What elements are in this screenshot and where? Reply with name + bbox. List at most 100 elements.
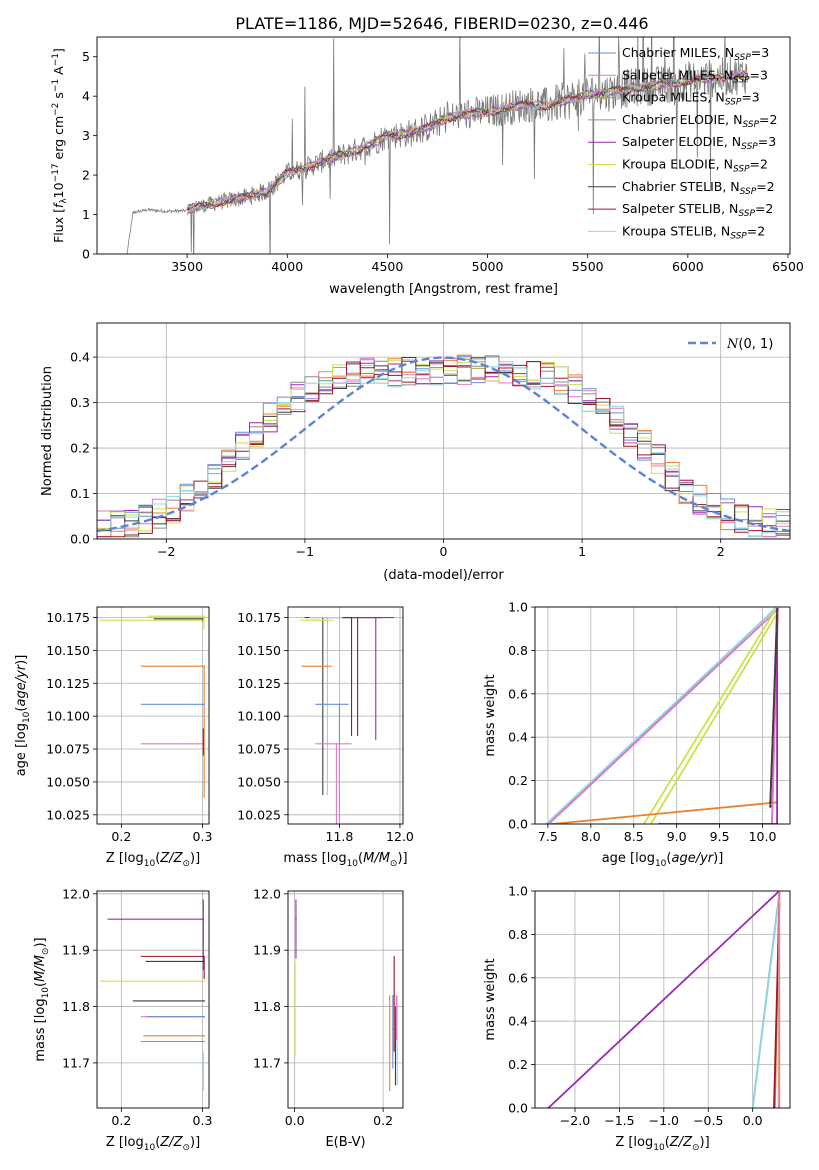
- observed-spectrum: [111, 37, 749, 254]
- legend-label: Salpeter ELODIE, NSSP=3: [622, 134, 776, 152]
- y-tick-label: 0.6: [508, 970, 528, 985]
- data-point: [322, 665, 324, 667]
- data-point: [393, 994, 395, 997]
- legend-label: Chabrier MILES, NSSP=3: [622, 45, 769, 63]
- legend-label: Kroupa MILES, NSSP=3: [622, 90, 760, 108]
- x-tick-label: 7.5: [538, 829, 558, 844]
- x-tick-label: −2: [157, 544, 175, 559]
- y-tick-label: 10.100: [46, 709, 90, 724]
- axes-frame: [287, 606, 404, 825]
- series-line: [547, 891, 780, 1108]
- y-tick-label: 0.2: [70, 441, 90, 456]
- x-tick-label: −1: [296, 544, 314, 559]
- data-point: [202, 918, 205, 920]
- y-tick-label: 10.175: [46, 610, 90, 625]
- histogram-salpeter-stelib: [97, 361, 790, 538]
- series-line: [751, 895, 781, 1108]
- x-axis-label: mass [log10(M/M⊙)]: [283, 851, 407, 869]
- data-point: [338, 742, 341, 745]
- series-point: [775, 607, 779, 611]
- data-point: [294, 983, 296, 985]
- x-tick-label: 1: [578, 544, 586, 559]
- x-tick-label: 6000: [672, 259, 704, 274]
- series-line: [545, 607, 778, 824]
- x-tick-label: 0.2: [111, 1113, 131, 1128]
- series-line: [650, 613, 778, 824]
- y-tick-label: 5: [82, 49, 90, 64]
- y-tick-label: 0.3: [70, 395, 90, 410]
- y-tick-label: 10.025: [237, 807, 281, 822]
- data-point: [203, 955, 205, 958]
- y-tick-label: 0: [82, 247, 90, 262]
- x-tick-label: 4000: [271, 259, 303, 274]
- x-tick-label: 8.0: [581, 829, 601, 844]
- model-chabrier-stelib: [187, 72, 748, 211]
- y-axis-label: Normed distribution: [40, 366, 55, 496]
- x-tick-label: 0: [440, 544, 448, 559]
- y-tick-label: 0.8: [508, 643, 528, 658]
- data-point: [388, 1033, 391, 1036]
- axes-frame: [287, 890, 404, 1109]
- x-tick-label: 0.0: [285, 1113, 305, 1128]
- data-point: [314, 619, 317, 621]
- data-point: [203, 1035, 205, 1037]
- y-tick-label: 10.175: [237, 610, 281, 625]
- x-tick-label: 11.8: [326, 829, 354, 844]
- x-tick-label: 0.2: [111, 829, 131, 844]
- legend-label: Salpeter MILES, NSSP=3: [622, 67, 768, 85]
- plot-area: [111, 37, 749, 254]
- x-tick-label: −2.0: [560, 1113, 590, 1128]
- y-tick-label: 0.0: [508, 1101, 528, 1116]
- x-tick-label: 10.0: [749, 829, 777, 844]
- x-tick-label: 2: [717, 544, 725, 559]
- y-tick-label: 10.125: [46, 676, 90, 691]
- x-tick-label: 5500: [572, 259, 604, 274]
- data-point: [203, 665, 205, 667]
- x-tick-label: 4500: [372, 259, 404, 274]
- plot-area: [300, 616, 394, 824]
- normal-curve: [97, 356, 790, 533]
- data-point: [202, 1062, 205, 1064]
- y-axis-label: age [log10(age/yr)]: [14, 655, 32, 777]
- y-tick-label: 0.2: [508, 773, 528, 788]
- x-tick-label: 6500: [772, 259, 804, 274]
- data-point: [295, 918, 297, 920]
- y-tick-label: 0.0: [70, 532, 90, 547]
- y-tick-label: 1: [82, 207, 90, 222]
- model-kroupa-elodie: [186, 71, 748, 213]
- y-tick-label: 11.7: [62, 1055, 90, 1070]
- data-point: [203, 1040, 205, 1043]
- data-point: [201, 618, 204, 620]
- x-tick-label: 9.0: [667, 829, 687, 844]
- x-tick-label: 0.3: [193, 829, 213, 844]
- y-tick-label: 3: [82, 128, 90, 143]
- data-point: [203, 619, 205, 621]
- histogram-kroupa-stelib: [97, 359, 790, 538]
- x-axis-label: Z [log10(Z/Z⊙)]: [106, 851, 200, 869]
- y-axis-label: mass weight: [483, 958, 498, 1040]
- axes-frame: [96, 322, 791, 540]
- chart-mass-weight-vs-age: 7.5 8.0 8.5 9.0 9.5 10.0 0.0 0.2 0.4 0.6 0.8 1.0 age…: [483, 600, 791, 869]
- y-tick-label: 0.6: [508, 686, 528, 701]
- legend-label: Kroupa STELIB, NSSP=2: [622, 223, 765, 241]
- x-tick-label: 9.5: [710, 829, 730, 844]
- y-tick-label: 2: [82, 168, 90, 183]
- y-axis-label: mass weight: [483, 674, 498, 756]
- plot-area: [97, 354, 790, 538]
- x-tick-label: 0.3: [193, 1113, 213, 1128]
- data-point: [338, 703, 341, 706]
- x-tick-label: −0.5: [693, 1113, 723, 1128]
- y-tick-label: 11.8: [62, 999, 90, 1014]
- y-tick-label: 12.0: [253, 886, 281, 901]
- y-tick-label: 10.150: [237, 643, 281, 658]
- plot-area: [544, 607, 780, 824]
- y-tick-label: 4: [82, 89, 90, 104]
- plot-area: [100, 899, 205, 1092]
- chart-mass-vs-ebv: 0.0 0.2 11.7 11.8 11.9 12.0 E(B-V): [253, 886, 404, 1150]
- y-tick-label: 10.150: [46, 643, 90, 658]
- y-tick-label: 10.100: [237, 709, 281, 724]
- x-tick-label: 8.5: [624, 829, 644, 844]
- y-tick-label: 0.8: [508, 927, 528, 942]
- axes-frame: [534, 606, 791, 825]
- data-point: [203, 615, 205, 618]
